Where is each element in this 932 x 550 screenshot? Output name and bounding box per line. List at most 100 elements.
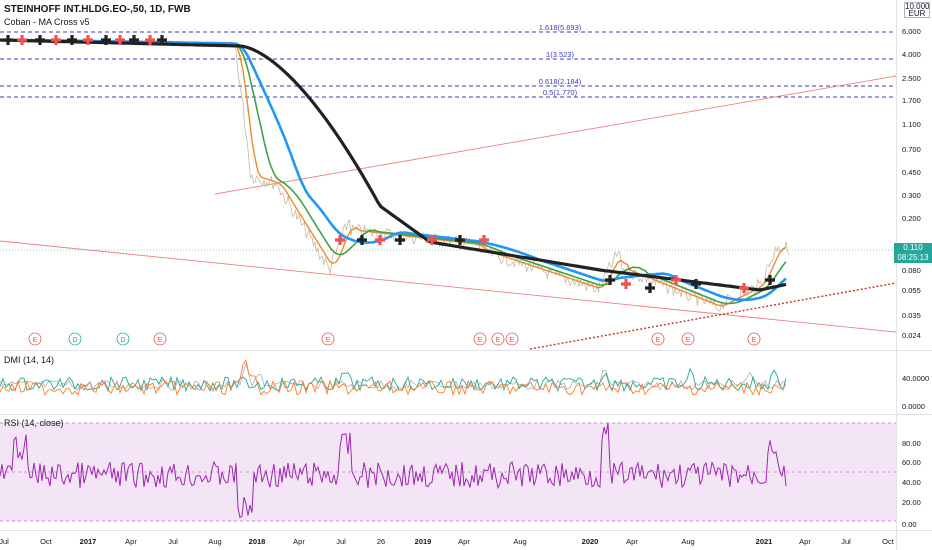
ma-cross-marker [357, 235, 367, 245]
rsi-axis-label: 20.00 [902, 498, 921, 507]
price-axis-label: 2.500 [902, 74, 921, 83]
fib-level-label: 1(3.523) [546, 50, 574, 59]
ma-cross-marker [157, 35, 167, 45]
rsi-label[interactable]: RSI (14, close) [4, 418, 64, 428]
event-marker-label: E [496, 337, 501, 344]
time-axis-label: 2018 [249, 537, 266, 546]
event-marker-label: D [72, 337, 77, 344]
rsi-axis[interactable]: 80.00 60.00 40.00 20.00 0.00 [902, 439, 921, 529]
earnings-marker [747, 332, 761, 346]
ma-cross-marker [129, 35, 139, 45]
earnings-marker [321, 332, 335, 346]
dmi-label[interactable]: DMI (14, 14) [4, 355, 55, 365]
fibonacci-levels[interactable]: 1.618(5.693) 1(3.523) 0.618(2.184) 0.5(1.77… [0, 23, 896, 98]
last-price-tag: 0.110 08:25:13 [894, 243, 932, 263]
time-axis-label: Jul [336, 537, 346, 546]
price-axis-label: 0.200 [902, 214, 921, 223]
ma-cross-marker [145, 35, 155, 45]
event-marker-label: E [326, 337, 331, 344]
event-marker-label: D [120, 337, 125, 344]
ma-cross-marker [83, 35, 93, 45]
time-axis-label: 2019 [415, 537, 432, 546]
ma-cross-marker [671, 275, 681, 285]
rsi-axis-label: 60.00 [902, 458, 921, 467]
earnings-marker [28, 332, 42, 346]
fib-level-label: 0.618(2.184) [539, 77, 582, 86]
ma-cross-marker [67, 35, 77, 45]
price-axis-label: 0.450 [902, 168, 921, 177]
ma-cross-marker [455, 235, 465, 245]
last-price-value: 0.110 [903, 243, 923, 252]
time-axis-label: Oct [882, 537, 895, 546]
event-marker-label: E [33, 337, 38, 344]
event-marker-label: E [158, 337, 163, 344]
trend-line-lower[interactable] [0, 240, 897, 333]
earnings-marker [473, 332, 487, 346]
ma-cross-marker [51, 35, 61, 45]
earnings-marker [153, 332, 167, 346]
time-axis-label: 2020 [582, 537, 599, 546]
ma-cross-marker [375, 235, 385, 245]
ma-cross-marker [645, 283, 655, 293]
price-axis-label: 6.000 [902, 27, 921, 36]
indicator-name[interactable]: Coban - MA Cross v5 [4, 17, 90, 27]
price-axis-label: 0.055 [902, 286, 921, 295]
time-axis-label: Oct [40, 537, 53, 546]
price-axis-label: 0.024 [902, 331, 921, 340]
fib-level-label: 0.5(1.770) [543, 88, 578, 97]
event-marker-label: E [510, 337, 515, 344]
ma-cross-markers [3, 35, 775, 293]
bar-countdown: 08:25:13 [897, 253, 929, 262]
price-axis-label: 0.080 [902, 266, 921, 275]
earnings-marker [491, 332, 505, 346]
trend-line-upper[interactable] [214, 75, 897, 195]
time-axis-label: Jul [0, 537, 9, 546]
trend-line-support[interactable] [529, 282, 897, 350]
ma-cross-marker [101, 35, 111, 45]
dividend-marker [116, 332, 130, 346]
price-axis-label: 0.700 [902, 145, 921, 154]
currency-top: 10.000 [905, 2, 930, 11]
price-axis-label: 0.035 [902, 311, 921, 320]
time-axis-label: Aug [208, 537, 221, 546]
ma-cross-marker [605, 275, 615, 285]
time-axis-label: 2021 [756, 537, 773, 546]
time-axis-label: Jul [841, 537, 851, 546]
rsi-axis-label: 40.00 [902, 478, 921, 487]
time-axis-label: 2017 [80, 537, 97, 546]
price-axis-label: 0.300 [902, 191, 921, 200]
ma-cross-marker [335, 235, 345, 245]
earnings-marker [651, 332, 665, 346]
currency-unit: EUR [908, 9, 926, 18]
ma-cross-marker [765, 275, 775, 285]
dmi-axis-label: 0.0000 [902, 402, 925, 411]
time-axis-label: Jul [168, 537, 178, 546]
ma-cross-marker [427, 235, 437, 245]
rsi-line [0, 422, 787, 519]
time-axis[interactable]: Jul Oct 2017 Apr Jul Aug 2018 Apr Jul 26 2019 Apr Au… [0, 537, 895, 546]
dmi-axis[interactable]: 40.0000 0.0000 [902, 374, 929, 411]
time-axis-label: 26 [377, 537, 385, 546]
main-pane[interactable] [0, 0, 896, 350]
price-axis-label: 1.700 [902, 96, 921, 105]
time-axis-label: Apr [626, 537, 638, 546]
ma-cross-marker [395, 235, 405, 245]
dmi-minus-line [0, 359, 787, 397]
time-axis-label: Apr [799, 537, 811, 546]
dividend-marker [68, 332, 82, 346]
price-axis[interactable]: 6.000 4.000 2.500 1.700 1.100 0.700 0.450 0.300… [902, 27, 921, 340]
earnings-marker [505, 332, 519, 346]
time-axis-label: Apr [458, 537, 470, 546]
symbol-title[interactable]: STEINHOFF INT.HLDG.EO-,50, 1D, FWB [4, 4, 191, 15]
fib-level-label: 1.618(5.693) [539, 23, 582, 32]
currency-box[interactable]: 10.000 EUR [904, 2, 930, 18]
event-marker-label: E [752, 337, 757, 344]
ma-cross-marker [479, 235, 489, 245]
ma-cross-marker [17, 35, 27, 45]
rsi-axis-label: 0.00 [902, 520, 917, 529]
dmi-axis-label: 40.0000 [902, 374, 929, 383]
ma-cross-marker [691, 279, 701, 289]
ma-cross-marker [739, 283, 749, 293]
